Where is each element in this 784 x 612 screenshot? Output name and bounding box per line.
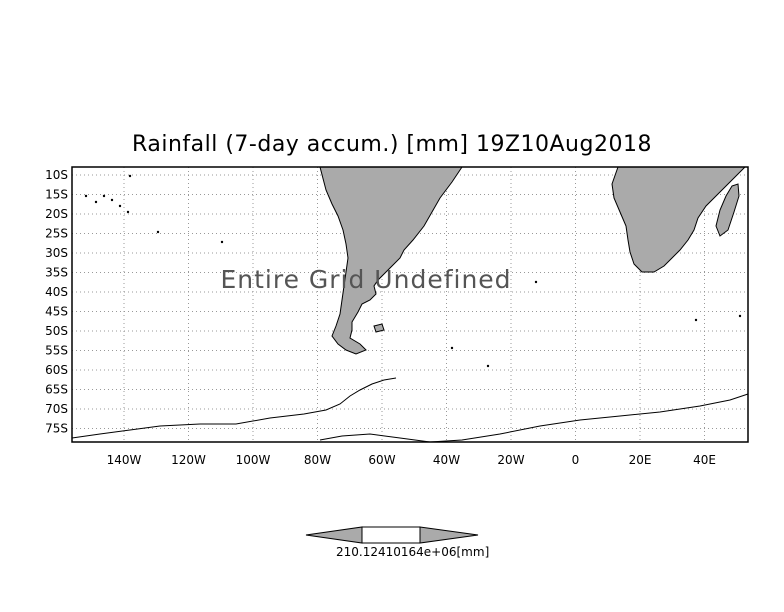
latitude-label: 15S — [45, 188, 68, 202]
antarctica-coast — [71, 377, 749, 443]
longitude-label: 20E — [629, 453, 652, 467]
madagascar — [715, 183, 740, 237]
longitude-label: 120W — [171, 453, 206, 467]
latitude-label: 45S — [45, 305, 68, 319]
falkland-islands — [373, 323, 385, 333]
latitude-label: 20S — [45, 207, 68, 221]
longitude-label: 100W — [236, 453, 271, 467]
africa — [611, 166, 747, 273]
colorbar-right-arrow — [419, 526, 479, 544]
latitude-label: 35S — [45, 266, 68, 280]
longitude-label: 60W — [368, 453, 395, 467]
longitude-label: 0 — [572, 453, 580, 467]
colorbar-left-arrow — [305, 526, 363, 544]
map-frame — [71, 166, 749, 443]
land-masses — [319, 166, 747, 355]
latitude-label: 65S — [45, 383, 68, 397]
graticule — [72, 167, 748, 442]
colorbar-segment — [361, 526, 421, 544]
colorbar-label: 210.12410164e+06[mm] — [336, 545, 490, 559]
longitude-label: 140W — [107, 453, 142, 467]
longitude-label: 20W — [497, 453, 524, 467]
undefined-grid-message: Entire Grid Undefined — [220, 265, 511, 294]
map-title: Rainfall (7-day accum.) [mm] 19Z10Aug201… — [132, 132, 652, 157]
latitude-label: 10S — [45, 168, 68, 182]
latitude-label: 70S — [45, 402, 68, 416]
pacific-islands — [84, 174, 742, 368]
longitude-label: 80W — [304, 453, 331, 467]
latitude-label: 25S — [45, 227, 68, 241]
longitude-labels: 140W 120W 100W 80W 60W 40W 20W 0 20E 40E — [107, 453, 716, 467]
latitude-labels: 10S 15S 20S 25S 30S 35S 40S 45S 50S 55S 60S 65S 70S 7… — [45, 168, 68, 436]
longitude-label: 40W — [433, 453, 460, 467]
longitude-label: 40E — [693, 453, 716, 467]
latitude-label: 30S — [45, 246, 68, 260]
latitude-label: 60S — [45, 363, 68, 377]
latitude-label: 75S — [45, 422, 68, 436]
latitude-label: 40S — [45, 285, 68, 299]
colorbar — [305, 526, 479, 544]
latitude-label: 50S — [45, 324, 68, 338]
south-america — [319, 166, 463, 355]
latitude-label: 55S — [45, 344, 68, 358]
